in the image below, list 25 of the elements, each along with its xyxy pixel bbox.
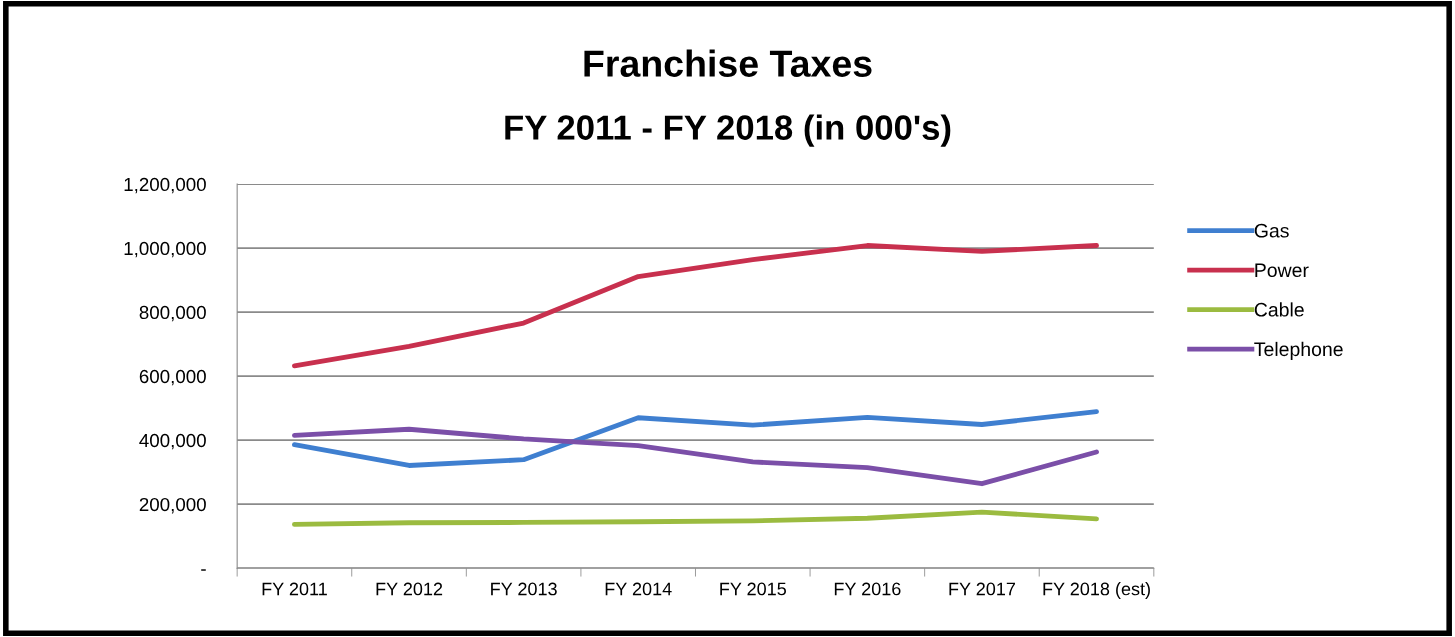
line-series: [292, 409, 1099, 468]
legend-label: Telephone: [1254, 341, 1343, 360]
y-tick-label: 800,000: [139, 305, 206, 322]
line-series: [292, 509, 1099, 527]
x-tick-label: FY 2011: [262, 582, 327, 596]
x-tick-label: FY 2015: [720, 582, 786, 596]
line-series: [292, 426, 1099, 487]
legend-label: Gas: [1254, 223, 1289, 238]
legend-label: Cable: [1254, 302, 1304, 317]
line-series: [292, 243, 1099, 369]
chart-subtitle: FY 2011 - FY 2018 (in 000's): [505, 114, 951, 147]
y-tick-label: 400,000: [139, 433, 206, 450]
y-tick-label: 200,000: [139, 497, 206, 514]
x-tick-label: FY 2016: [834, 582, 901, 596]
y-tick-label: -: [201, 569, 206, 571]
chart-title: Franchise Taxes: [584, 49, 872, 77]
x-tick-label: FY 2017: [949, 582, 1016, 596]
x-tick-label: FY 2018 (est): [1043, 582, 1150, 599]
x-tick-label: FY 2014: [605, 582, 672, 596]
y-tick-label: 600,000: [139, 369, 206, 386]
y-tick-label: 1,200,000: [124, 177, 206, 194]
legend-label: Power: [1255, 263, 1309, 278]
x-tick-label: FY 2012: [376, 582, 443, 596]
y-tick-label: 1,000,000: [124, 241, 206, 258]
x-tick-label: FY 2013: [491, 582, 557, 596]
